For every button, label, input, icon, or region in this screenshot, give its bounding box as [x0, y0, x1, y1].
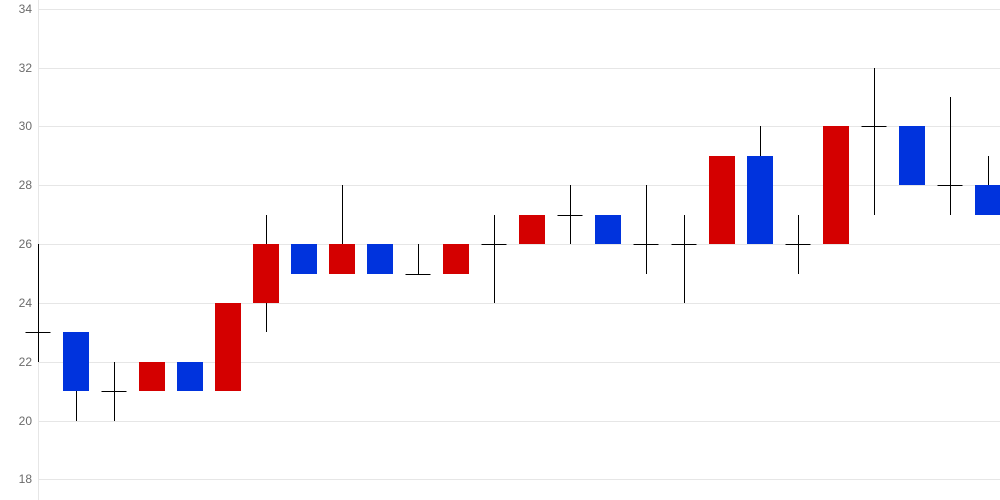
- candle-body: [633, 244, 659, 246]
- candle-body: [785, 244, 811, 246]
- y-gridline: [38, 421, 1000, 422]
- candle-body: [367, 244, 393, 273]
- y-axis-label: 28: [19, 178, 32, 192]
- candle-body: [443, 244, 469, 273]
- y-axis-label: 26: [19, 237, 32, 251]
- candle-body: [747, 156, 773, 244]
- y-gridline: [38, 185, 1000, 186]
- candlestick-chart: 18 20 22 24 26 28 30 32 34: [0, 0, 1000, 500]
- candle-wick: [684, 215, 685, 303]
- y-gridline: [38, 126, 1000, 127]
- candle-body: [101, 391, 127, 393]
- candle-wick: [418, 244, 419, 273]
- y-axis-label: 32: [19, 61, 32, 75]
- y-axis-label: 22: [19, 355, 32, 369]
- candle-body: [291, 244, 317, 273]
- candle-wick: [646, 185, 647, 273]
- candle-body: [671, 244, 697, 246]
- y-axis-label: 20: [19, 414, 32, 428]
- candle-body: [557, 215, 583, 217]
- y-gridline: [38, 303, 1000, 304]
- y-axis-label: 24: [19, 296, 32, 310]
- candle-wick: [38, 244, 39, 362]
- candle-body: [937, 185, 963, 187]
- candle-body: [709, 156, 735, 244]
- candle-body: [861, 126, 887, 128]
- candle-body: [823, 126, 849, 244]
- candle-wick: [494, 215, 495, 303]
- candle-body: [975, 185, 1000, 214]
- candle-body: [405, 274, 431, 276]
- y-gridline: [38, 244, 1000, 245]
- candle-body: [215, 303, 241, 391]
- y-gridline: [38, 9, 1000, 10]
- candle-body: [481, 244, 507, 246]
- y-axis-label: 34: [19, 2, 32, 16]
- candle-body: [63, 332, 89, 391]
- candle-body: [519, 215, 545, 244]
- candle-body: [177, 362, 203, 391]
- candle-body: [899, 126, 925, 185]
- y-gridline: [38, 479, 1000, 480]
- y-gridline: [38, 68, 1000, 69]
- candle-wick: [950, 97, 951, 215]
- candle-body: [329, 244, 355, 273]
- candle-body: [25, 332, 51, 334]
- y-axis-label: 30: [19, 119, 32, 133]
- candle-body: [253, 244, 279, 303]
- candle-body: [595, 215, 621, 244]
- y-axis-label: 18: [19, 472, 32, 486]
- candle-wick: [874, 68, 875, 215]
- candle-body: [139, 362, 165, 391]
